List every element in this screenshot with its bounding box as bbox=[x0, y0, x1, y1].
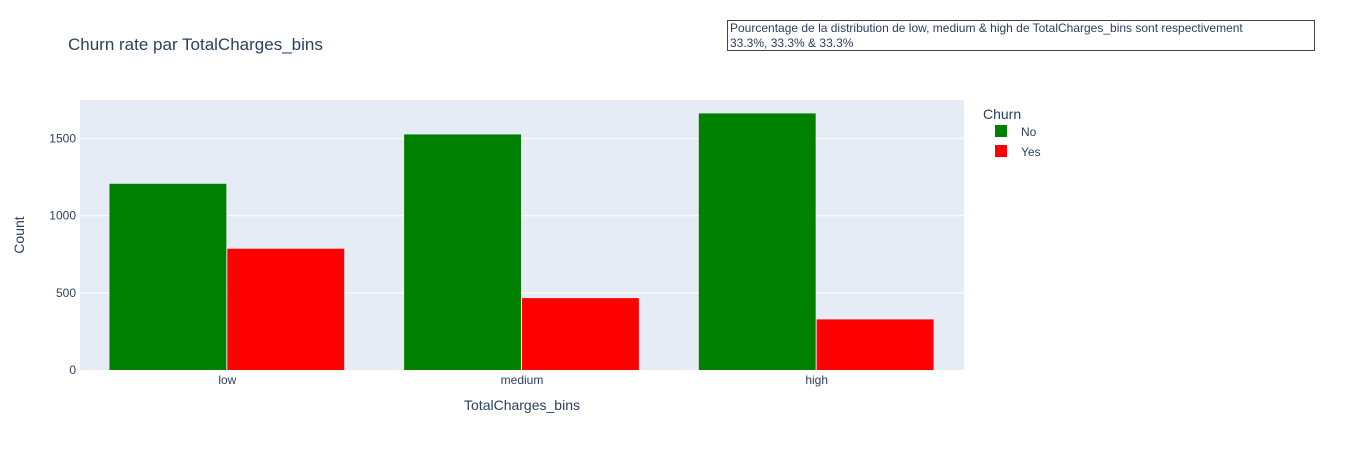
bar-low-no[interactable] bbox=[109, 183, 227, 370]
bars-group bbox=[109, 113, 934, 371]
y-axis-title: Count bbox=[11, 216, 27, 253]
bar-medium-yes[interactable] bbox=[522, 298, 639, 370]
x-axis-title: TotalCharges_bins bbox=[464, 397, 580, 413]
legend-label-no[interactable]: No bbox=[1021, 125, 1037, 139]
bar-low-yes[interactable] bbox=[227, 248, 345, 370]
legend-swatch-yes[interactable] bbox=[995, 145, 1007, 157]
y-tick-label: 1500 bbox=[49, 132, 76, 146]
y-axis-ticks: 0 500 1000 1500 bbox=[49, 132, 76, 377]
x-tick-label-medium: medium bbox=[501, 373, 544, 387]
y-tick-label: 0 bbox=[69, 363, 76, 377]
annotation-line-2: 33.3%, 33.3% & 33.3% bbox=[730, 36, 854, 50]
legend-swatch-no[interactable] bbox=[995, 125, 1007, 137]
chart-title: Churn rate par TotalCharges_bins bbox=[68, 35, 323, 54]
legend-label-yes[interactable]: Yes bbox=[1021, 145, 1041, 159]
bar-medium-no[interactable] bbox=[404, 134, 521, 370]
annotation-box: Pourcentage de la distribution de low, m… bbox=[727, 20, 1315, 51]
legend-title: Churn bbox=[983, 106, 1021, 122]
x-axis-ticks: low medium high bbox=[218, 373, 828, 387]
bar-high-yes[interactable] bbox=[816, 319, 934, 370]
legend: Churn No Yes bbox=[983, 106, 1041, 159]
x-tick-label-high: high bbox=[805, 373, 828, 387]
x-tick-label-low: low bbox=[218, 373, 236, 387]
annotation-line-1: Pourcentage de la distribution de low, m… bbox=[730, 21, 1243, 35]
y-tick-label: 1000 bbox=[49, 209, 76, 223]
bar-high-no[interactable] bbox=[698, 113, 816, 371]
y-tick-label: 500 bbox=[56, 286, 76, 300]
